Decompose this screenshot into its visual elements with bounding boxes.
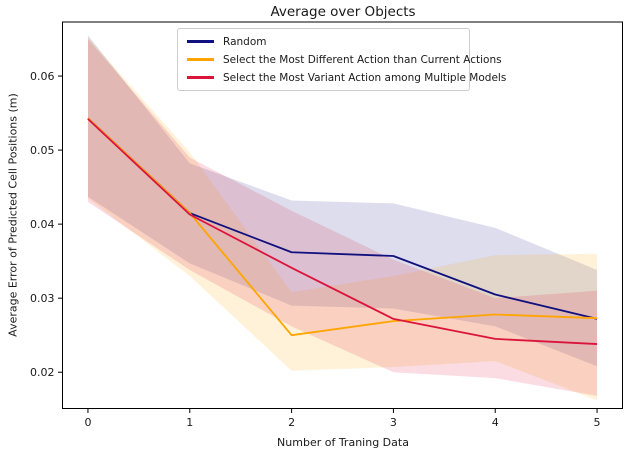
legend-item-most-variant: Select the Most Variant Action among Mul…	[187, 70, 506, 85]
y-tick-label: 0.02	[30, 366, 55, 379]
x-tick-label: 4	[492, 416, 499, 429]
y-tick-label: 0.05	[30, 144, 55, 157]
legend: Random Select the Most Different Action …	[177, 28, 506, 91]
legend-label-random: Random	[223, 35, 267, 48]
x-tick-label: 2	[288, 416, 295, 429]
x-tick-label: 3	[390, 416, 397, 429]
legend-line-swatch-random	[187, 40, 214, 43]
y-axis-label: Average Error of Predicted Cell Position…	[6, 93, 20, 337]
confidence-band-2	[87, 39, 598, 396]
confidence-band-0	[87, 35, 598, 367]
legend-label-most-different: Select the Most Different Action than Cu…	[223, 53, 502, 66]
legend-item-most-different: Select the Most Different Action than Cu…	[187, 52, 502, 67]
legend-item-random: Random	[187, 34, 460, 49]
series-line-1	[87, 117, 598, 337]
y-tick-label: 0.06	[30, 70, 55, 83]
legend-line-swatch-most-variant	[187, 76, 214, 79]
series-line-2	[87, 118, 598, 345]
legend-line-swatch-most-different	[187, 58, 214, 61]
axes-spines	[62, 21, 623, 409]
chart-title: Average over Objects	[270, 4, 416, 20]
x-tick-label: 0	[84, 416, 91, 429]
y-tick-label: 0.03	[30, 292, 55, 305]
y-tick-label: 0.04	[30, 218, 55, 231]
x-axis-label: Number of Traning Data	[277, 436, 409, 449]
legend-label-most-variant: Select the Most Variant Action among Mul…	[223, 71, 507, 84]
x-tick-label: 1	[186, 416, 193, 429]
x-tick-label: 5	[594, 416, 601, 429]
confidence-band-1	[87, 37, 598, 401]
